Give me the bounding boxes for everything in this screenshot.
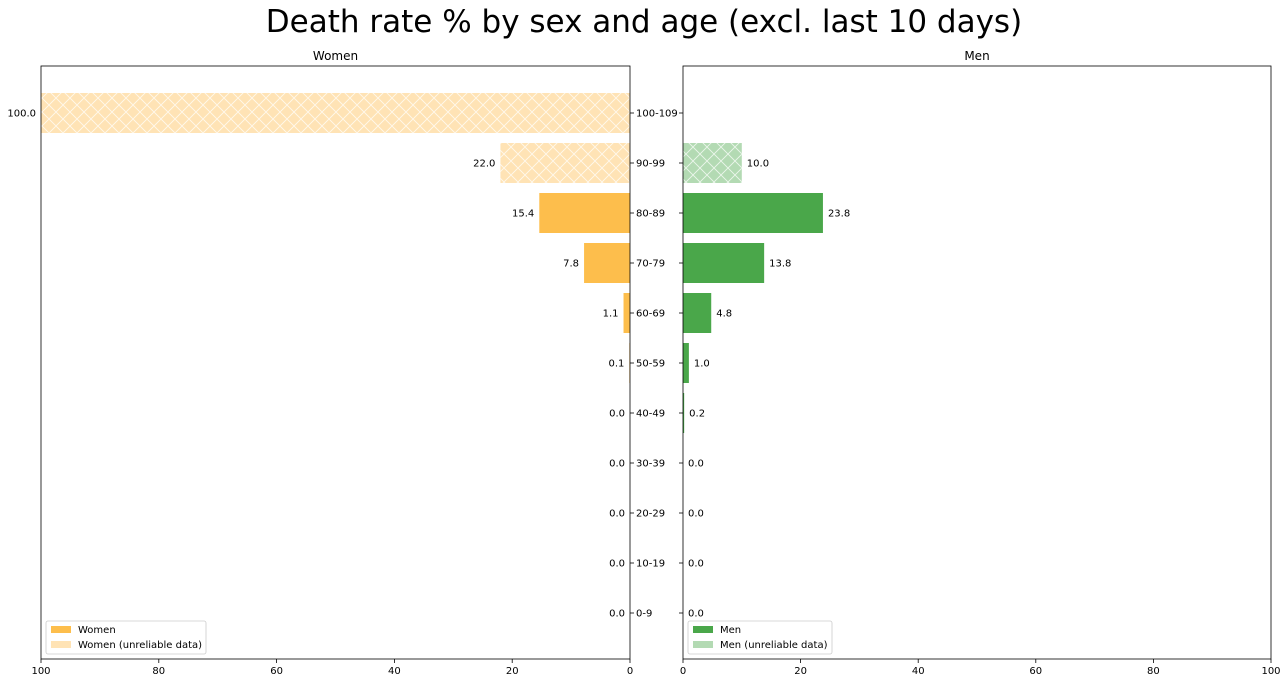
y-tick-label: 60-69 [636,309,665,320]
bar-men-70-79 [683,243,765,283]
legend-swatch [51,626,71,633]
bar-hatch-women-unreliable-data-100-109 [41,93,630,133]
data-label: 1.0 [694,359,710,370]
x-tick-label: 60 [1029,666,1042,677]
chart-title: Death rate % by sex and age (excl. last … [266,4,1022,40]
data-label: 0.0 [609,559,625,570]
panel-title: Women [313,49,358,63]
legend-swatch [51,641,71,648]
x-tick-label: 40 [388,666,401,677]
panel-title: Men [964,49,989,63]
data-label: 7.8 [563,259,579,270]
data-label: 0.0 [688,559,704,570]
bar-hatch-women-unreliable-data-90-99 [500,143,630,183]
data-label: 13.8 [769,259,791,270]
bar-women-70-79 [584,243,630,283]
data-label: 1.1 [603,309,619,320]
bar-women-80-89 [539,193,630,233]
x-tick-label: 0 [680,666,686,677]
data-label: 0.0 [688,609,704,620]
data-label: 0.0 [688,459,704,470]
x-tick-label: 20 [794,666,807,677]
data-label: 4.8 [716,309,732,320]
data-label: 0.0 [688,509,704,520]
bar-men-40-49 [683,393,685,433]
legend-box [45,620,207,655]
x-tick-label: 80 [1147,666,1160,677]
data-label: 0.0 [609,609,625,620]
x-tick-label: 80 [152,666,165,677]
legend: Women Women (unreliable data) [45,620,207,655]
axes-frame [40,65,631,660]
data-label: 100.0 [7,109,36,120]
data-label: 10.0 [747,159,769,170]
bar-men-60-69 [683,293,712,333]
y-tick-label: 50-59 [636,359,665,370]
x-tick-label: 100 [1261,666,1280,677]
x-tick-label: 100 [31,666,50,677]
legend-swatch [693,626,713,633]
panel-women: Women 0.0 0.0 0.0 0.0 0.0 0.1 1.1 7.8 15.4 22.0 100… [7,49,677,677]
data-label: 22.0 [473,159,495,170]
data-label: 23.8 [828,209,850,220]
y-tick-label: 20-29 [636,509,665,520]
y-tick-label: 100-109 [636,109,678,120]
data-label: 0.0 [609,459,625,470]
x-tick-label: 40 [912,666,925,677]
legend-box [687,620,833,655]
y-tick-label: 90-99 [636,159,665,170]
x-tick-label: 60 [270,666,283,677]
legend: Men Men (unreliable data) [687,620,833,655]
y-tick-label: 40-49 [636,409,665,420]
x-tick-label: 0 [627,666,633,677]
y-tick-label: 10-19 [636,559,665,570]
y-tick-label: 0-9 [636,609,652,620]
y-tick-label: 80-89 [636,209,665,220]
legend-label: Women (unreliable data) [78,640,202,651]
y-tick-label: 30-39 [636,459,665,470]
legend-label: Women [78,625,116,636]
data-label: 0.2 [689,409,705,420]
panel-men: Men 0.0 0.0 0.0 0.0 0.2 1.0 4.8 13.8 23.8 10.0 0 20 4… [679,49,1281,677]
legend-swatch [693,641,713,648]
y-tick-label: 70-79 [636,259,665,270]
bar-men-50-59 [683,343,689,383]
data-label: 0.0 [609,409,625,420]
data-label: 15.4 [512,209,534,220]
bar-men-80-89 [683,193,823,233]
bar-hatch-men-unreliable-data-90-99 [683,143,742,183]
bar-women-60-69 [623,293,630,333]
axes-frame [682,65,1272,660]
legend-label: Men [720,625,741,636]
data-label: 0.1 [609,359,625,370]
x-tick-label: 20 [506,666,519,677]
legend-label: Men (unreliable data) [720,640,828,651]
data-label: 0.0 [609,509,625,520]
